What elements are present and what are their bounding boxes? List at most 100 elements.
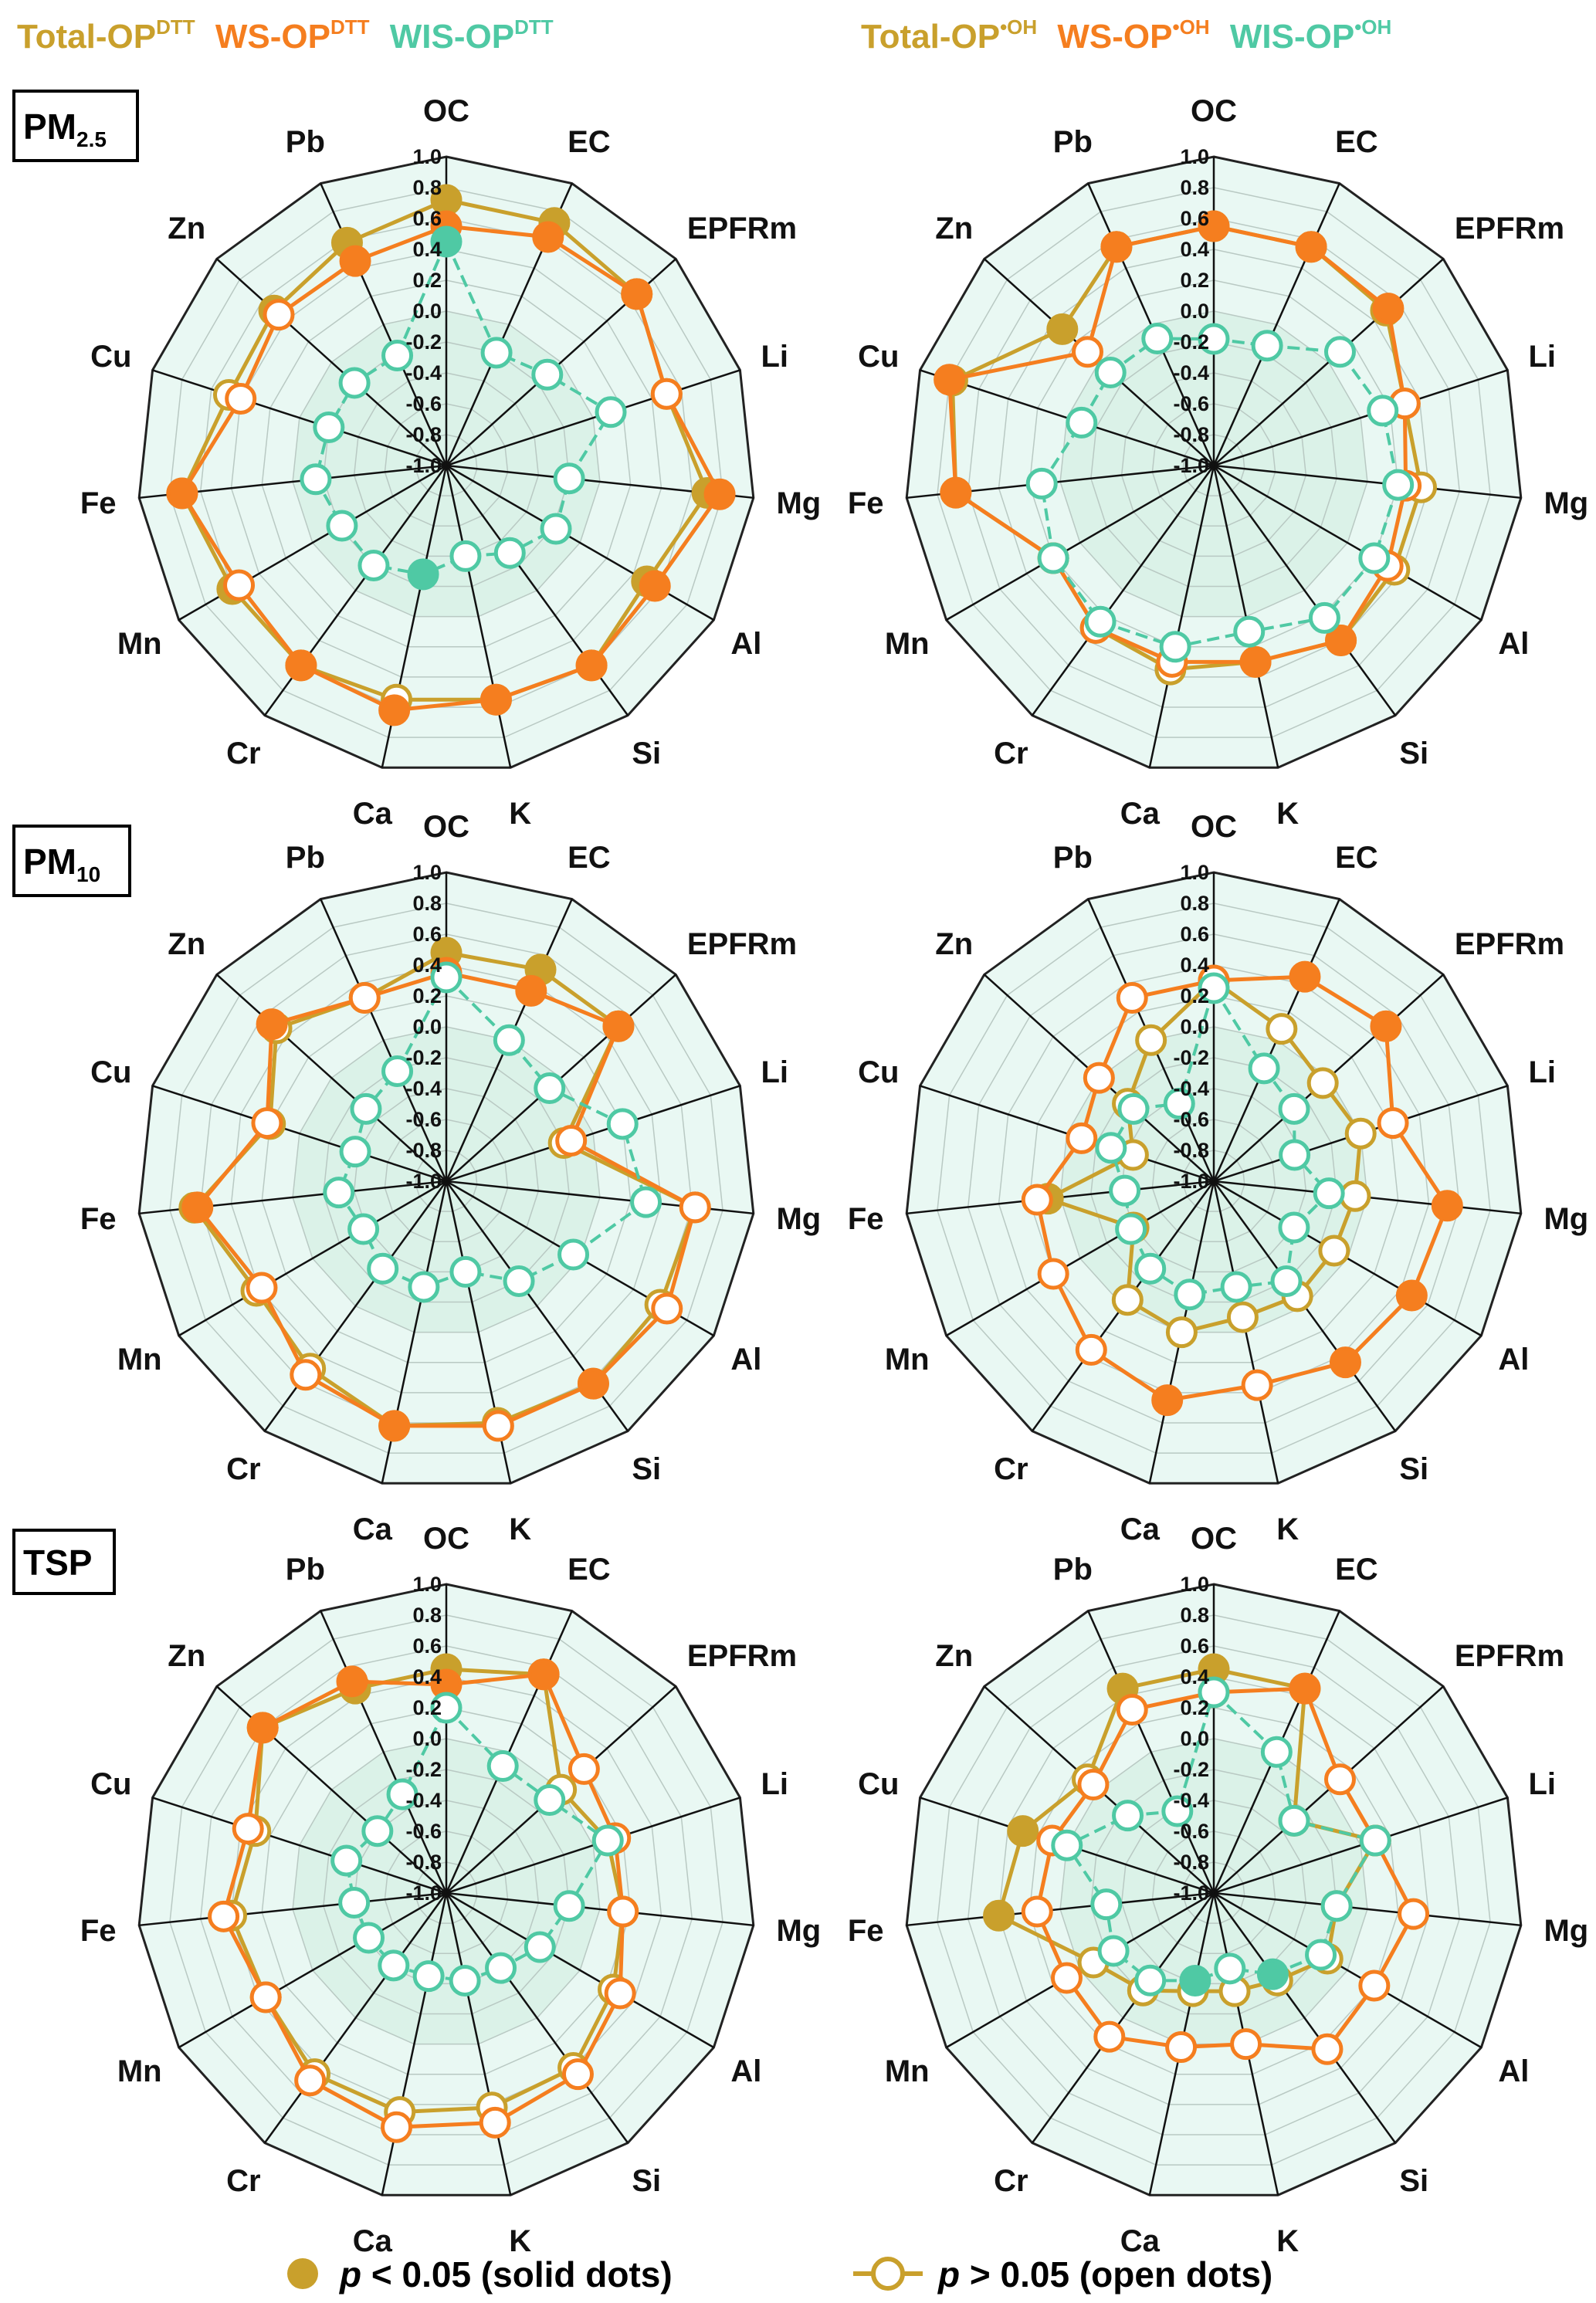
data-point-ws-epfrm (1323, 1763, 1356, 1796)
radar-spoke (152, 1797, 447, 1895)
category-label-li: Li (1528, 1767, 1556, 1801)
data-point-ws-si (577, 1367, 609, 1400)
data-point-ws-epfrm (602, 1010, 635, 1042)
category-label-si: Si (1399, 1452, 1428, 1486)
data-point-total-epfrm (1306, 1067, 1339, 1099)
radar-grid-ring (1059, 310, 1368, 618)
legend-wis-dtt: WIS-OPDTT (390, 15, 554, 56)
tick-label: -0.8 (405, 423, 442, 446)
data-point-wis-cu (339, 1136, 371, 1168)
radar-grid-ring (1151, 403, 1276, 527)
data-point-ws-mn (246, 1272, 278, 1304)
category-label-li: Li (761, 1055, 788, 1089)
data-point-wis-mn (1097, 1935, 1130, 1967)
radar-spoke (215, 258, 447, 466)
category-label-ec: EC (1335, 125, 1378, 159)
radar-spoke (152, 1085, 447, 1183)
tick-label: 0.8 (412, 176, 442, 199)
category-label-al: Al (730, 627, 761, 661)
tick-label: 0.4 (412, 1665, 442, 1688)
legend-wis-oh: WIS-OP•OH (1230, 15, 1391, 56)
series-line-ws (222, 1672, 625, 2129)
radar-grid-ring (1151, 1119, 1276, 1243)
data-point-wis-zn (1112, 1800, 1144, 1832)
data-point-wis-epfrm (534, 1784, 566, 1817)
tick-label: -1.0 (1173, 1881, 1209, 1905)
data-point-ws-ec (1289, 960, 1321, 993)
data-point-ws-mg (607, 1895, 639, 1928)
tick-label: 0.4 (1180, 953, 1209, 977)
data-point-ws-pb (336, 1665, 368, 1698)
data-point-wis-al (1305, 1939, 1337, 1971)
category-label-cr: Cr (226, 1452, 260, 1486)
radar-spoke (1031, 465, 1215, 716)
category-label-ca: Ca (353, 1512, 393, 1546)
legend-ws-oh: WS-OP•OH (1057, 15, 1209, 56)
category-label-oc: OC (423, 810, 469, 844)
category-label-oc: OC (1191, 94, 1237, 128)
data-point-ws-mg (1431, 1190, 1463, 1222)
data-point-wis-li (591, 1824, 624, 1857)
legend-total-dtt: Total-OPDTT (17, 15, 195, 56)
radar-spoke (1212, 465, 1397, 716)
tick-label: -0.4 (405, 1077, 442, 1100)
category-label-li: Li (1528, 340, 1556, 374)
svg-text:PM2.5: PM2.5 (23, 107, 107, 151)
radar-spoke (1031, 1892, 1215, 2144)
data-point-ws-mg (703, 478, 736, 510)
tick-label: -0.2 (405, 1758, 442, 1781)
data-point-ws-fe (166, 477, 198, 510)
data-point-ws-pb (1116, 1693, 1148, 1726)
data-point-ws-fe (181, 1191, 214, 1224)
data-point-ws-ca (378, 694, 411, 726)
tick-label: 0.0 (412, 1015, 442, 1038)
data-point-ws-al (1358, 1969, 1391, 2002)
tick-label: 0.4 (412, 953, 442, 977)
radar-grid-ring (1182, 1150, 1245, 1212)
data-point-wis-si (1270, 1265, 1303, 1297)
data-point-wis-k (1220, 1271, 1252, 1303)
tick-label: 0.6 (412, 1634, 442, 1658)
tick-label: 0.2 (1180, 269, 1209, 292)
data-point-wis-mn (353, 1922, 385, 1954)
data-point-wis-pb (381, 1055, 414, 1087)
data-point-ws-fe (1021, 1184, 1053, 1216)
radar-grid-ring (384, 1831, 509, 1955)
data-point-ws-zn (256, 1008, 288, 1041)
radar-grid-ring (384, 1119, 509, 1243)
tick-label: 0.8 (412, 1604, 442, 1627)
data-point-wis-li (606, 1108, 639, 1140)
row-label-tsp: TSP (12, 1529, 116, 1595)
category-label-zn: Zn (168, 212, 205, 246)
category-label-epfrm: EPFRm (687, 212, 797, 246)
data-point-total-mg (1339, 1180, 1371, 1212)
data-point-total-al (1318, 1234, 1350, 1267)
category-label-cu: Cu (858, 1055, 899, 1089)
svg-text:TSP: TSP (23, 1543, 92, 1583)
tick-label: 0.4 (1180, 238, 1209, 261)
category-label-oc: OC (423, 94, 469, 128)
category-label-mn: Mn (117, 2054, 162, 2088)
data-point-total-li (1344, 1117, 1377, 1150)
tick-label: -0.8 (1173, 1851, 1209, 1874)
data-point-total-ca (1165, 1316, 1198, 1349)
series-line-total (1045, 978, 1363, 1335)
data-point-ws-pb (1116, 981, 1148, 1014)
data-point-wis-cu (1066, 406, 1098, 439)
category-label-mg: Mg (1543, 486, 1588, 520)
tick-label: -0.2 (1173, 1758, 1209, 1781)
data-point-ws-cu (934, 364, 966, 396)
tick-label: 0.4 (412, 238, 442, 261)
radar-grid-ring (199, 1645, 693, 2135)
data-point-wis-k (1233, 615, 1266, 648)
radar-spoke (1213, 464, 1521, 500)
radar-spoke (446, 369, 740, 467)
radar-chart-tsp-oh: 1.0 0.8 0.6 0.4 0.2 0.0 -0.2 -0.4 -0.6 -0.8 -1.0 OC… (848, 1522, 1588, 2258)
category-label-ca: Ca (1120, 1512, 1161, 1546)
radar-grid-ring (199, 218, 693, 708)
radar-grid-ring (415, 1861, 478, 1924)
category-label-pb: Pb (286, 125, 325, 159)
category-label-cr: Cr (226, 2164, 260, 2198)
tick-label: 1.0 (1180, 861, 1209, 884)
category-label-mg: Mg (1543, 1202, 1588, 1236)
